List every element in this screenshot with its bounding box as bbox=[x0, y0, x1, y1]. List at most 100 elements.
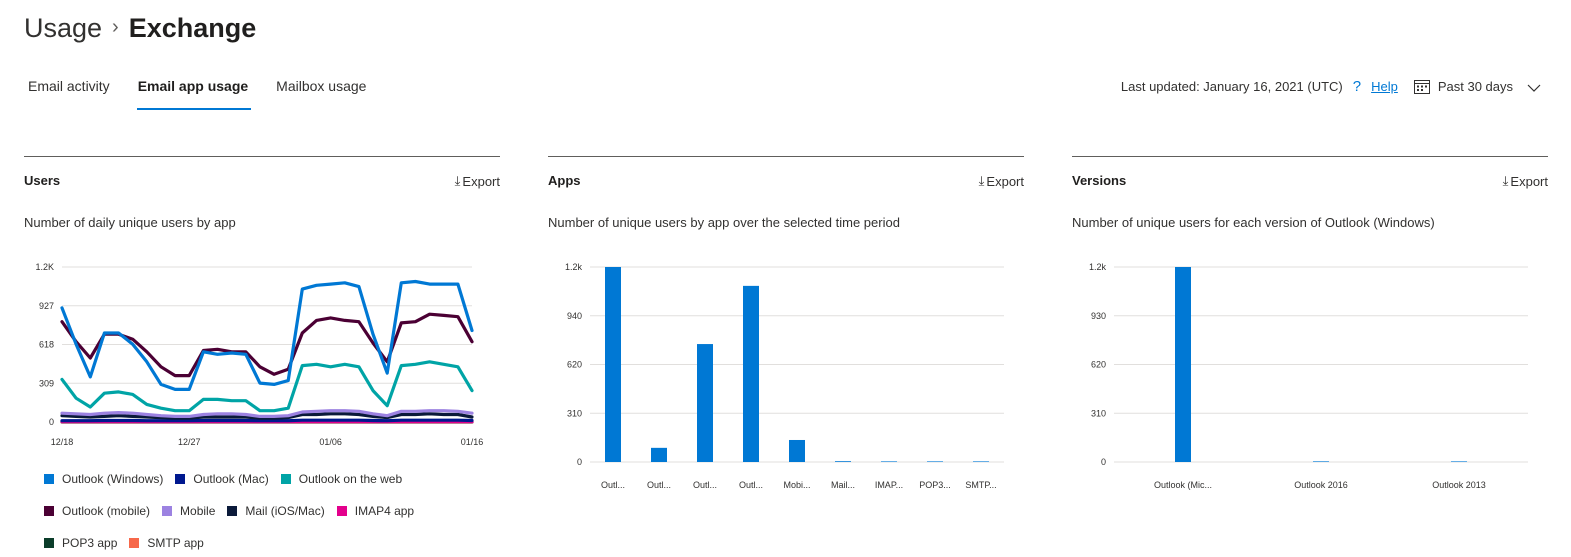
legend-item-outlook-mobile[interactable]: Outlook (mobile) bbox=[44, 495, 150, 527]
x-tick-label: Mail... bbox=[831, 480, 855, 490]
versions-card-subtitle: Number of unique users for each version … bbox=[1072, 215, 1435, 230]
legend-label: SMTP app bbox=[147, 536, 204, 550]
y-tick-label: 309 bbox=[39, 378, 54, 388]
legend-label: Mail (iOS/Mac) bbox=[245, 504, 325, 518]
report-tabs: Email activity Email app usage Mailbox u… bbox=[28, 70, 394, 110]
bar-outl-2[interactable] bbox=[697, 344, 713, 462]
versions-export-label: Export bbox=[1510, 173, 1548, 189]
x-tick-label: 12/27 bbox=[178, 437, 201, 447]
x-tick-label: 01/16 bbox=[461, 437, 484, 447]
y-tick-label: 310 bbox=[567, 408, 582, 418]
legend-item-mobile[interactable]: Mobile bbox=[162, 495, 215, 527]
legend-item-mail-ios-mac[interactable]: Mail (iOS/Mac) bbox=[227, 495, 325, 527]
y-tick-label: 618 bbox=[39, 340, 54, 350]
bar-outlook-2016-1[interactable] bbox=[1313, 461, 1329, 462]
legend-swatch bbox=[44, 474, 54, 484]
x-tick-label: Mobi... bbox=[783, 480, 810, 490]
y-tick-label: 0 bbox=[1101, 457, 1106, 467]
apps-card-subtitle: Number of unique users by app over the s… bbox=[548, 215, 900, 230]
tab-mailbox-usage[interactable]: Mailbox usage bbox=[276, 78, 367, 94]
bar-imap-6[interactable] bbox=[881, 461, 897, 462]
legend-item-outlook-windows[interactable]: Outlook (Windows) bbox=[44, 463, 163, 495]
series-line-outlook-mac[interactable] bbox=[60, 418, 474, 423]
series-line-outlook-mobile[interactable] bbox=[60, 312, 474, 378]
x-tick-label: Outl... bbox=[647, 480, 671, 490]
x-tick-label: 12/18 bbox=[51, 437, 74, 447]
apps-card: Apps ⤓ Export Number of unique users by … bbox=[548, 156, 1024, 556]
apps-export-button[interactable]: ⤓ Export bbox=[979, 173, 1024, 189]
versions-export-button[interactable]: ⤓ Export bbox=[1503, 173, 1548, 189]
legend-label: POP3 app bbox=[62, 536, 118, 550]
y-tick-label: 0 bbox=[49, 417, 54, 427]
breadcrumb-usage[interactable]: Usage bbox=[24, 12, 103, 43]
users-line-chart[interactable]: 0 309 618 927 1.2K 12/18 12/27 01/06 01/16 bbox=[24, 252, 500, 452]
download-icon: ⤓ bbox=[454, 173, 461, 188]
legend-item-smtp-app[interactable]: SMTP app bbox=[129, 527, 204, 557]
y-tick-label: 620 bbox=[1091, 360, 1106, 370]
bar-smtp-8[interactable] bbox=[973, 461, 989, 462]
legend-item-outlook-mac[interactable]: Outlook (Mac) bbox=[175, 463, 269, 495]
download-icon: ⤓ bbox=[1502, 173, 1509, 188]
bar-outlook-mic-0[interactable] bbox=[1175, 267, 1191, 462]
x-tick-label: Outl... bbox=[739, 480, 763, 490]
legend-item-imap4-app[interactable]: IMAP4 app bbox=[336, 495, 414, 527]
legend-swatch bbox=[280, 474, 291, 484]
users-card-subtitle: Number of daily unique users by app bbox=[24, 215, 236, 230]
x-tick-label: Outlook 2013 bbox=[1432, 480, 1486, 490]
page-title: Exchange bbox=[128, 12, 257, 43]
period-select[interactable]: Past 30 days bbox=[1437, 78, 1513, 94]
last-updated-text: Last updated: January 16, 2021 (UTC) bbox=[1120, 78, 1343, 94]
y-tick-label: 1.2K bbox=[35, 262, 54, 272]
series-line-outlook-on-the-web[interactable] bbox=[60, 360, 474, 413]
x-tick-label: IMAP... bbox=[875, 480, 903, 490]
status-bar: Last updated: January 16, 2021 (UTC) ? H… bbox=[1121, 76, 1541, 96]
help-link[interactable]: Help bbox=[1371, 78, 1398, 94]
question-icon[interactable]: ? bbox=[1352, 77, 1362, 95]
y-tick-label: 1.2k bbox=[565, 262, 583, 272]
x-tick-label: 01/06 bbox=[319, 437, 342, 447]
bar-outl-3[interactable] bbox=[743, 285, 759, 462]
legend-label: Mobile bbox=[180, 504, 216, 518]
legend-label: Outlook (mobile) bbox=[62, 504, 151, 518]
tab-email-activity[interactable]: Email activity bbox=[28, 78, 110, 94]
series-line-mobile[interactable] bbox=[60, 409, 474, 418]
calendar-icon[interactable] bbox=[1413, 79, 1430, 94]
bar-outl-1[interactable] bbox=[651, 447, 667, 462]
legend-label: Outlook on the web bbox=[298, 472, 403, 486]
tab-email-app-usage[interactable]: Email app usage bbox=[136, 70, 252, 110]
bar-mail-5[interactable] bbox=[835, 461, 851, 462]
apps-bar-chart[interactable]: 0 310 620 940 1.2k Outl... Outl... Outl... Outl.… bbox=[548, 252, 1024, 492]
bar-outl-0[interactable] bbox=[605, 267, 621, 462]
chevron-right-icon: › bbox=[112, 15, 119, 38]
x-tick-label: Outl... bbox=[601, 480, 625, 490]
y-tick-label: 0 bbox=[577, 457, 582, 467]
users-export-button[interactable]: ⤓ Export bbox=[455, 173, 500, 189]
chevron-down-icon[interactable] bbox=[1527, 81, 1541, 92]
bar-mobi-4[interactable] bbox=[789, 439, 805, 462]
y-tick-label: 310 bbox=[1091, 408, 1106, 418]
versions-card-title: Versions bbox=[1072, 173, 1127, 188]
breadcrumb: Usage › Exchange bbox=[24, 10, 256, 46]
legend-swatch bbox=[175, 474, 186, 484]
x-tick-label: Outlook (Mic... bbox=[1154, 480, 1212, 490]
bar-pop3-7[interactable] bbox=[927, 461, 943, 462]
x-tick-label: SMTP... bbox=[965, 480, 996, 490]
legend-swatch bbox=[227, 506, 238, 516]
legend-label: Outlook (Windows) bbox=[62, 472, 164, 486]
versions-bar-chart[interactable]: 0 310 620 930 1.2k Outlook (Mic... Outlook 201… bbox=[1072, 252, 1548, 492]
legend-swatch bbox=[129, 538, 140, 548]
legend-item-pop3-app[interactable]: POP3 app bbox=[44, 527, 117, 557]
legend-item-outlook-on-the-web[interactable]: Outlook on the web bbox=[280, 463, 403, 495]
x-tick-label: POP3... bbox=[919, 480, 951, 490]
y-tick-label: 940 bbox=[567, 311, 582, 321]
bar-outlook-2013-2[interactable] bbox=[1451, 461, 1467, 462]
y-tick-label: 1.2k bbox=[1089, 262, 1107, 272]
apps-card-title: Apps bbox=[548, 173, 581, 188]
y-tick-label: 927 bbox=[39, 301, 54, 311]
users-card: Users ⤓ Export Number of daily unique us… bbox=[24, 156, 500, 556]
series-line-mail-ios-mac[interactable] bbox=[60, 412, 474, 420]
y-tick-label: 620 bbox=[567, 360, 582, 370]
legend-swatch bbox=[336, 506, 347, 516]
legend-swatch bbox=[162, 506, 173, 516]
series-line-outlook-windows[interactable] bbox=[60, 279, 474, 391]
